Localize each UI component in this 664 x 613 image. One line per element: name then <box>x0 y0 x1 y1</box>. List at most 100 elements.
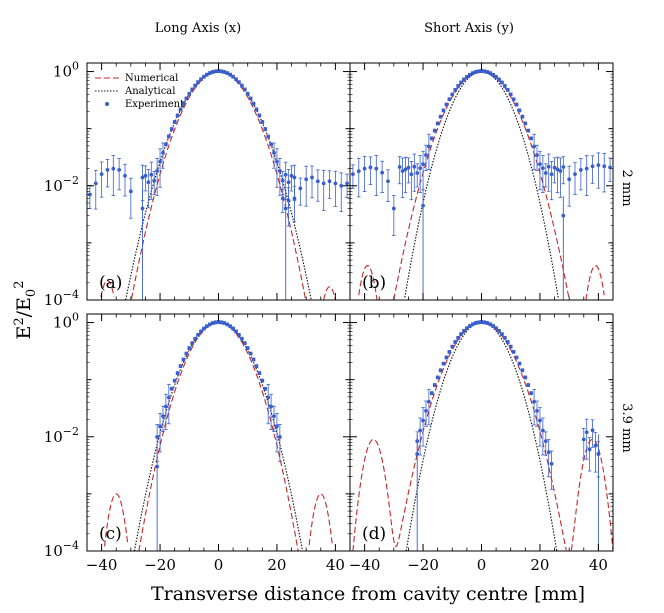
experiment-point <box>546 164 551 169</box>
experiment-point <box>424 153 428 157</box>
experiment-point <box>584 166 589 171</box>
experiment-point <box>573 172 577 177</box>
panel-plot-area <box>351 69 612 300</box>
experiment-point <box>152 178 157 183</box>
experiment-point <box>210 321 215 326</box>
panel-frame <box>349 313 614 552</box>
experiment-point <box>99 172 104 177</box>
x-tick-label: 20 <box>530 556 549 574</box>
experiment-point <box>462 77 466 82</box>
experiment-point <box>441 361 446 366</box>
y-tick-label: 10−4 <box>44 539 79 560</box>
x-axis-title: Transverse distance from cavity centre [… <box>151 583 585 605</box>
legend-label-analytical: Analytical <box>124 86 175 97</box>
experiment-point <box>406 165 411 170</box>
experiment-point <box>193 336 198 341</box>
experiment-point <box>356 169 361 174</box>
experiment-point <box>421 162 425 167</box>
experiment-point <box>532 144 536 149</box>
experiment-point <box>178 107 183 112</box>
experiment-point <box>549 172 554 177</box>
experiment-point <box>263 127 268 131</box>
y-tick-label: 100 <box>53 60 79 81</box>
experiment-point <box>391 206 396 211</box>
experiment-series <box>155 320 282 551</box>
experiment-point <box>462 329 466 333</box>
experiment-point <box>500 332 504 337</box>
experiment-point <box>453 88 458 92</box>
experiment-point <box>459 332 463 337</box>
x-tick-label: 40 <box>589 556 608 574</box>
experiment-point <box>275 424 279 429</box>
experiment-point <box>505 340 510 344</box>
experiment-point <box>251 101 256 106</box>
experiment-point <box>470 322 475 327</box>
y-tick-label-exponent: −4 <box>63 288 79 301</box>
x-tick-label: −40 <box>86 556 118 574</box>
experiment-point <box>561 213 566 218</box>
experiment-point <box>310 175 314 180</box>
x-tick-label: 0 <box>477 556 487 574</box>
experiment-point <box>93 181 98 186</box>
experiment-point <box>272 414 276 419</box>
experiment-point <box>161 150 165 155</box>
experiment-point <box>470 71 475 76</box>
experiment-point <box>289 173 294 178</box>
experiment-point <box>140 175 145 180</box>
experiment-point <box>201 74 206 79</box>
experiment-point <box>216 69 221 73</box>
numerical-curve <box>358 71 605 300</box>
y-tick-label: 100 <box>53 311 79 332</box>
experiment-point <box>251 357 256 362</box>
experiment-point <box>231 326 236 331</box>
experiment-point <box>558 169 563 173</box>
experiment-point <box>526 383 531 387</box>
experiment-point <box>523 121 528 126</box>
experiment-point <box>228 324 233 329</box>
experiment-point <box>435 375 440 380</box>
experiment-point <box>158 159 162 164</box>
experiment-point <box>421 418 425 423</box>
experiment-point <box>508 344 513 349</box>
y-tick-label-exponent: 0 <box>72 60 79 73</box>
x-tick-label: −40 <box>349 556 381 574</box>
experiment-point <box>222 70 227 74</box>
y-tick-label-base: 10 <box>44 542 63 560</box>
experiment-point <box>225 71 230 76</box>
experiment-point <box>555 167 560 172</box>
experiment-point <box>213 69 218 74</box>
experiment-point <box>172 120 177 124</box>
experiment-point <box>447 97 452 102</box>
experiment-point <box>181 101 186 106</box>
experiment-point <box>172 378 177 383</box>
experiment-point <box>193 83 198 88</box>
experiment-point <box>502 84 507 88</box>
experiment-point <box>178 364 183 368</box>
experiment-point <box>187 91 192 96</box>
experiment-point <box>464 74 469 79</box>
experiment-point <box>400 169 405 173</box>
panel-label: (a) <box>99 273 122 293</box>
row-title-2mm: 2 mm <box>619 169 634 206</box>
experiment-point <box>207 322 212 327</box>
experiment-point <box>280 178 285 183</box>
experiment-point <box>149 172 154 177</box>
experiment-point <box>450 344 455 349</box>
experiment-point <box>345 181 349 186</box>
experiment-point <box>520 114 525 119</box>
experiment-point <box>473 321 478 325</box>
y-axis-title-sub: 0 <box>24 289 39 297</box>
experiment-point <box>403 167 408 172</box>
experiment-point <box>491 324 496 328</box>
experiment-point <box>169 127 174 131</box>
y-tick-label-base: 10 <box>44 428 63 446</box>
experiment-point <box>538 162 542 167</box>
experiment-point <box>464 326 469 331</box>
experiment-point <box>482 69 487 74</box>
experiment-point <box>257 113 262 118</box>
experiment-point <box>368 165 373 170</box>
experiment-point <box>277 435 282 439</box>
experiment-point <box>497 77 501 82</box>
